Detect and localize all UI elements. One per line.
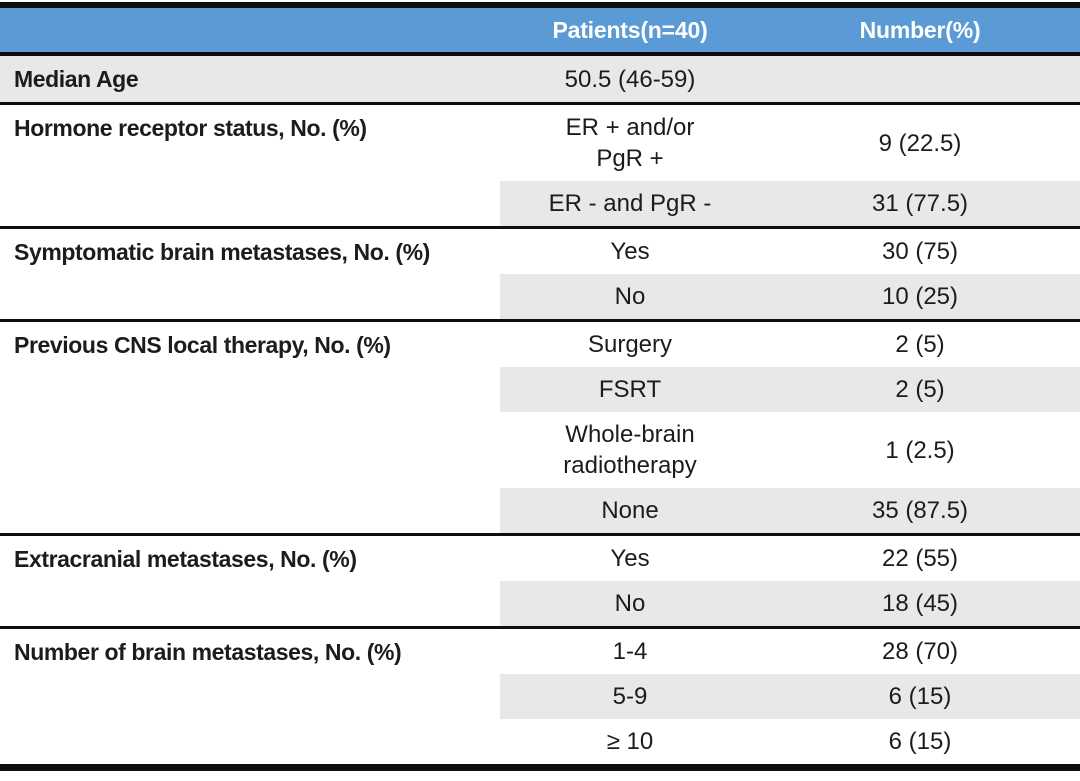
number-value: 28 (70)	[760, 626, 1080, 674]
header-row: Patients(n=40) Number(%)	[0, 5, 1080, 56]
patients-value: 5-9	[500, 674, 760, 719]
number-value: 31 (77.5)	[760, 181, 1080, 228]
table-row: Hormone receptor status, No. (%) ER + and…	[0, 102, 1080, 228]
patients-value: 50.5 (46-59)	[500, 52, 760, 104]
number-value: 35 (87.5)	[760, 488, 1080, 535]
number-value: 2 (5)	[760, 319, 1080, 367]
patients-value: Whole-brain radiotherapy	[500, 412, 760, 488]
table-row: Previous CNS local therapy, No. (%) Surge…	[0, 319, 1080, 535]
table-row: Extracranial metastases, No. (%) Yes 22 (5…	[0, 533, 1080, 628]
table-row: Median Age 50.5 (46-59)	[0, 52, 1080, 104]
table-row: No 10 (25)	[0, 274, 1080, 321]
table-row: Whole-brain radiotherapy 1 (2.5)	[0, 412, 1080, 488]
table-row: Symptomatic brain metastases, No. (%) Yes…	[0, 226, 1080, 321]
number-value: 9 (22.5)	[760, 102, 1080, 181]
table-row: No 18 (45)	[0, 581, 1080, 628]
patients-value: ER + and/or PgR +	[500, 102, 760, 181]
number-value: 1 (2.5)	[760, 412, 1080, 488]
number-value: 2 (5)	[760, 367, 1080, 412]
group-label: Symptomatic brain metastases, No. (%)	[0, 226, 500, 321]
table-row: FSRT 2 (5)	[0, 367, 1080, 412]
patients-value: 1-4	[500, 626, 760, 674]
patients-value: No	[500, 274, 760, 321]
patients-value: None	[500, 488, 760, 535]
number-value: 10 (25)	[760, 274, 1080, 321]
number-value	[760, 52, 1080, 104]
group-label: Hormone receptor status, No. (%)	[0, 102, 500, 228]
patients-value: Surgery	[500, 319, 760, 367]
group-label: Extracranial metastases, No. (%)	[0, 533, 500, 628]
number-value: 6 (15)	[760, 674, 1080, 719]
header-empty-cell	[0, 5, 500, 56]
group-label: Previous CNS local therapy, No. (%)	[0, 319, 500, 535]
number-value: 30 (75)	[760, 226, 1080, 274]
header-patients: Patients(n=40)	[500, 5, 760, 56]
patients-value: FSRT	[500, 367, 760, 412]
table-row: ≥ 10 6 (15)	[0, 719, 1080, 768]
table-row: ER - and PgR -31 (77.5)	[0, 181, 1080, 228]
patients-value: ≥ 10	[500, 719, 760, 768]
table-row: Number of brain metastases, No. (%) 1-4 28…	[0, 626, 1080, 768]
group-label: Median Age	[0, 52, 500, 104]
number-value: 22 (55)	[760, 533, 1080, 581]
group-label: Number of brain metastases, No. (%)	[0, 626, 500, 768]
patients-value: Yes	[500, 226, 760, 274]
table-row: None 35 (87.5)	[0, 488, 1080, 535]
patients-value: ER - and PgR -	[500, 181, 760, 228]
table-row: 5-9 6 (15)	[0, 674, 1080, 719]
header-number: Number(%)	[760, 5, 1080, 56]
patients-value: Yes	[500, 533, 760, 581]
table-body: Median Age 50.5 (46-59) Hormone receptor s…	[0, 52, 1080, 768]
number-value: 6 (15)	[760, 719, 1080, 768]
number-value: 18 (45)	[760, 581, 1080, 628]
patients-value: No	[500, 581, 760, 628]
